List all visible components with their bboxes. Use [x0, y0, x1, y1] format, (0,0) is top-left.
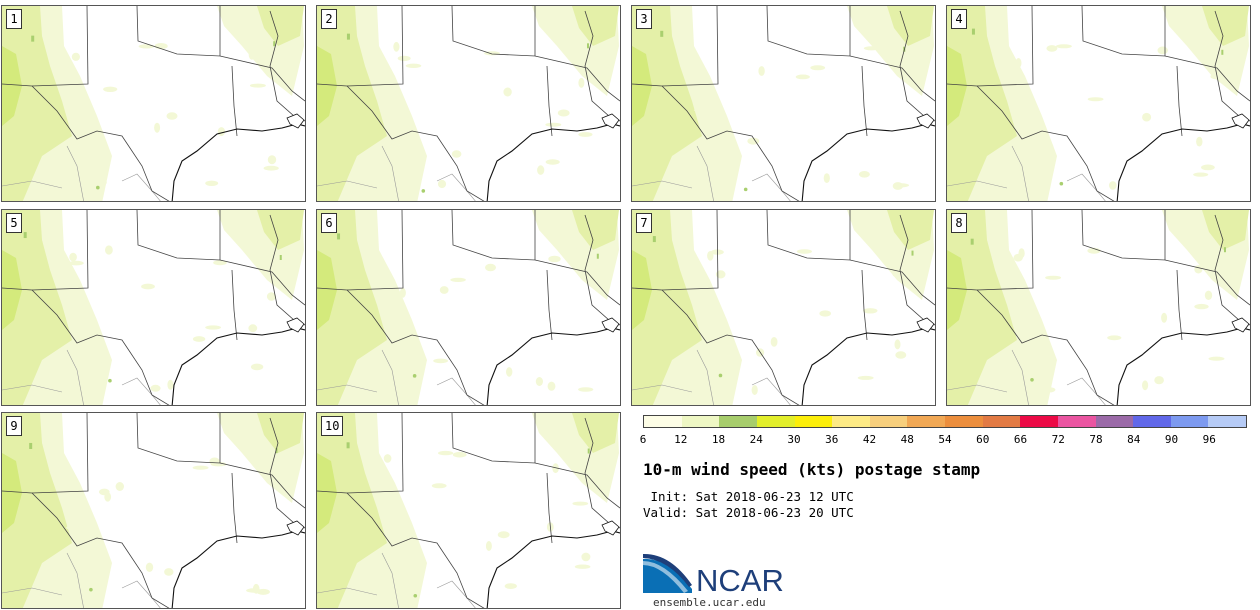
- ensemble-member-panel: 9: [1, 412, 306, 609]
- colorbar-cell: [1208, 416, 1246, 427]
- colorbar-cell: [869, 416, 908, 427]
- colorbar-tick-label: 42: [862, 433, 877, 446]
- colorbar-tick-label: 18: [711, 433, 726, 446]
- member-number-badge: 10: [321, 416, 344, 436]
- colorbar-cell: [1133, 416, 1171, 427]
- colorbar-tick-label: 48: [900, 433, 914, 446]
- wind-speed-map: [2, 210, 305, 405]
- colorbar-tick-label: 78: [1089, 433, 1103, 446]
- ensemble-member-panel: 2: [316, 5, 621, 202]
- wind-speed-map: [317, 6, 620, 201]
- wind-speed-map: [2, 6, 305, 201]
- member-number-badge: 4: [951, 9, 967, 29]
- colorbar-tick-label: 30: [787, 433, 801, 446]
- colorbar-labels: 6 12 18 24 30 36 42 48 54 60 66 72 78 84 90 96: [639, 433, 1247, 447]
- member-number-badge: 8: [951, 213, 967, 233]
- wind-speed-map: [632, 210, 935, 405]
- colorbar-tick-label: 36: [825, 433, 839, 446]
- colorbar-cell: [681, 416, 720, 427]
- member-number-badge: 7: [636, 213, 652, 233]
- wind-speed-map: [947, 210, 1250, 405]
- member-number-badge: 5: [6, 213, 22, 233]
- organization-url: ensemble.ucar.edu: [653, 596, 766, 609]
- wind-speed-map: [317, 413, 620, 608]
- member-number-badge: 3: [636, 9, 652, 29]
- colorbar-tick-label: 54: [938, 433, 952, 446]
- colorbar-cell: [907, 416, 945, 427]
- colorbar-tick-label: 84: [1127, 433, 1141, 446]
- colorbar-tick-label: 72: [1051, 433, 1065, 446]
- ncar-logo-icon: NCAR: [643, 553, 784, 597]
- ensemble-member-panel: 6: [316, 209, 621, 406]
- ensemble-member-panel: 10: [316, 412, 621, 609]
- wind-speed-map: [317, 210, 620, 405]
- colorbar-cell: [1020, 416, 1058, 427]
- member-number-badge: 2: [321, 9, 337, 29]
- colorbar-tick-label: 90: [1164, 433, 1179, 446]
- member-number-badge: 9: [6, 416, 22, 436]
- colorbar-cell: [644, 416, 682, 427]
- colorbar-cell: [1170, 416, 1209, 427]
- colorbar-cell: [756, 416, 795, 427]
- ensemble-member-panel: 1: [1, 5, 306, 202]
- wind-speed-map: [2, 413, 305, 608]
- member-number-badge: 6: [321, 213, 337, 233]
- colorbar-tick-label: 12: [674, 433, 688, 446]
- colorbar-tick-label: 96: [1202, 433, 1216, 446]
- colorbar-cell: [945, 416, 983, 427]
- colorbar-cell: [1095, 416, 1134, 427]
- colorbar-cell: [982, 416, 1021, 427]
- member-number-badge: 1: [6, 9, 22, 29]
- colorbar-tick-label: 66: [1013, 433, 1028, 446]
- colorbar-tick-label: 60: [976, 433, 990, 446]
- ncar-logo-text: NCAR: [696, 563, 784, 597]
- chart-title: 10-m wind speed (kts) postage stamp: [643, 460, 981, 479]
- ensemble-member-panel: 5: [1, 209, 306, 406]
- colorbar-cell: [794, 416, 833, 427]
- colorbar: [643, 415, 1247, 428]
- colorbar-tick-label: 24: [749, 433, 763, 446]
- colorbar-tick-label: 6: [639, 433, 647, 446]
- colorbar-cell: [719, 416, 757, 427]
- init-time: Init: Sat 2018-06-23 12 UTC: [643, 489, 854, 504]
- wind-speed-map: [947, 6, 1250, 201]
- ensemble-member-panel: 8: [946, 209, 1251, 406]
- ensemble-member-panel: 3: [631, 5, 936, 202]
- colorbar-cell: [1057, 416, 1096, 427]
- wind-speed-map: [632, 6, 935, 201]
- valid-time: Valid: Sat 2018-06-23 20 UTC: [643, 505, 854, 520]
- ensemble-member-panel: 7: [631, 209, 936, 406]
- colorbar-cell: [832, 416, 870, 427]
- ensemble-member-panel: 4: [946, 5, 1251, 202]
